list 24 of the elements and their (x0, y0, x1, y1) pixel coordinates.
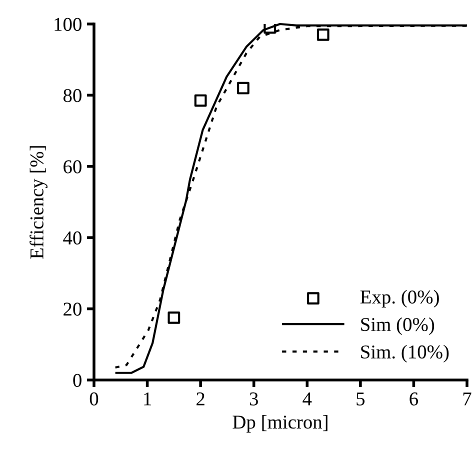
point (194, 94, 207, 107)
x-tick-label: 1 (144, 392, 151, 406)
point (264, 24, 276, 34)
x-tick-label: 7 (463, 392, 472, 406)
x-tick-label: 2 (196, 392, 204, 406)
y-tick-label: 100 (54, 18, 82, 31)
y-tick-label: 60 (64, 160, 82, 174)
x-tick-label: 4 (302, 392, 312, 406)
y-axis-title: Efficiency [%] (30, 146, 48, 259)
legend-label: Exp. (0%) (360, 290, 439, 308)
point (168, 312, 180, 324)
legend-label: Sim. (10%) (361, 344, 449, 362)
x-tick-label: 3 (250, 392, 258, 406)
y-tick-label: 80 (63, 89, 82, 102)
y-tick-label: 20 (64, 302, 82, 316)
x-tick-label: 6 (410, 392, 418, 406)
y-tick-label: 40 (63, 231, 82, 245)
x-tick-label: 0 (90, 392, 98, 406)
point (316, 28, 330, 41)
x-tick-label: 5 (356, 392, 365, 406)
y-tick-label: 0 (73, 374, 82, 387)
point (237, 82, 250, 94)
x-axis-title: Dp [micron] (232, 414, 328, 433)
legend-label: Sim (0%) (361, 317, 434, 336)
